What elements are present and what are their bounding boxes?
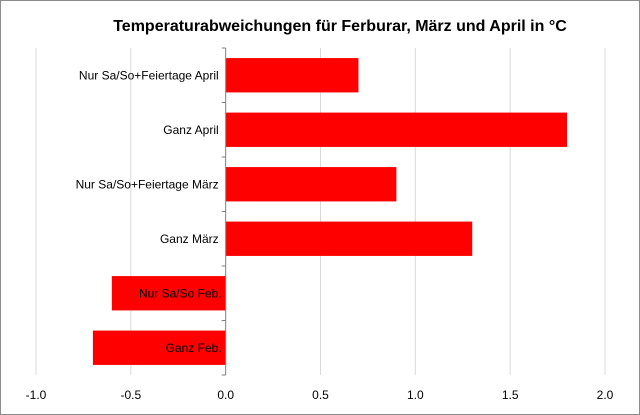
gridlines: [35, 48, 606, 375]
category-label: Nur Sa/So Feb.: [139, 286, 222, 300]
x-tick-label: -0.5: [120, 388, 141, 402]
bar: [92, 330, 226, 365]
bar: [225, 167, 397, 202]
axes: [221, 47, 227, 376]
x-tick-label: 0.5: [312, 388, 329, 402]
bar: [111, 276, 226, 311]
category-labels: Nur Sa/So+Feiertage April Ganz April Nur S…: [76, 68, 222, 355]
category-label: Nur Sa/So+Feiertage April: [79, 68, 219, 82]
category-label: Nur Sa/So+Feiertage März: [76, 177, 219, 191]
bars: [92, 58, 568, 365]
category-label: Ganz März: [160, 232, 219, 246]
chart-title: Temperaturabweichungen für Ferburar, Mär…: [113, 18, 567, 35]
x-tick-label: -1.0: [26, 388, 47, 402]
bar: [225, 58, 359, 93]
x-tick-label: 0.0: [217, 388, 234, 402]
category-label: Ganz Feb.: [166, 341, 222, 355]
x-tick-label: 1.5: [502, 388, 519, 402]
x-tick-label: 2.0: [597, 388, 614, 402]
bar: [225, 221, 473, 256]
x-tick-label: 1.0: [407, 388, 424, 402]
bar: [225, 112, 568, 147]
category-label: Ganz April: [163, 123, 218, 137]
x-tick-labels: -1.0 -0.5 0.0 0.5 1.0 1.5 2.0: [26, 388, 614, 402]
